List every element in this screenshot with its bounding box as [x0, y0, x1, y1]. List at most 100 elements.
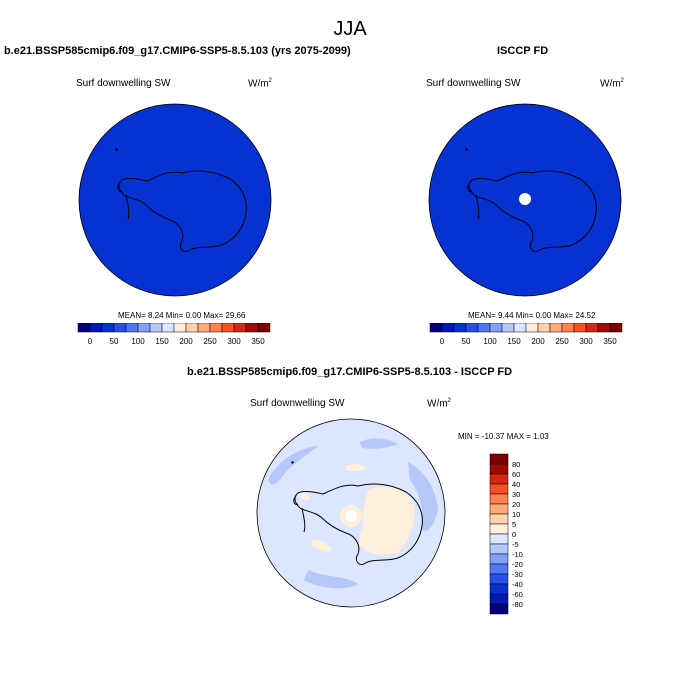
right-colorbar-cell	[453, 323, 467, 333]
left-colorbar-cell	[101, 323, 115, 333]
diff-colorbar-cell	[489, 453, 509, 465]
right-colorbar-cell	[561, 323, 575, 333]
left-colorbar-cell	[221, 323, 235, 333]
left-colorbar-cell	[77, 323, 91, 333]
right-colorbar-cell	[441, 323, 455, 333]
diff-colorbar-label: -30	[512, 570, 523, 579]
left-colorbar-cell	[89, 323, 103, 333]
right-colorbar-cell	[537, 323, 551, 333]
left-colorbar-cell	[233, 323, 247, 333]
diff-colorbar-label: 20	[512, 500, 520, 509]
right-polar-map	[428, 103, 622, 297]
left-colorbar-cell	[173, 323, 187, 333]
diff-colorbar-label: 80	[512, 460, 520, 469]
diff-colorbar-cell	[489, 483, 509, 495]
left-panel-units: W/m2	[248, 78, 272, 90]
right-pole-hole	[519, 193, 531, 205]
diff-colorbar-cell	[489, 553, 509, 565]
diff-colorbar-cell	[489, 473, 509, 485]
diff-colorbar-label: -60	[512, 590, 523, 599]
diff-colorbar-cell	[489, 573, 509, 585]
left-island	[115, 148, 118, 151]
left-colorbar-label: 250	[203, 337, 217, 346]
right-panel-units: W/m2	[600, 78, 624, 90]
left-antarctica-coastline	[118, 170, 247, 252]
right-colorbar-label: 250	[555, 337, 569, 346]
right-colorbar-cell	[585, 323, 599, 333]
right-colorbar-cells	[429, 323, 623, 333]
left-peninsula	[117, 182, 130, 220]
left-colorbar-label: 350	[251, 337, 265, 346]
left-colorbar-cell	[161, 323, 175, 333]
left-colorbar-cell	[197, 323, 211, 333]
diff-colorbar-cell	[489, 563, 509, 575]
diff-pole-hole	[345, 510, 357, 522]
left-colorbar-cell	[257, 323, 271, 333]
left-colorbar-cell	[185, 323, 199, 333]
left-panel-title: b.e21.BSSP585cmip6.f09_g17.CMIP6-SSP5-8.…	[4, 45, 351, 57]
diff-colorbar-cell	[489, 493, 509, 505]
left-polar-map	[78, 103, 272, 297]
left-panel-field: Surf downwelling SW	[76, 78, 171, 89]
right-colorbar-cell	[465, 323, 479, 333]
right-panel-title: ISCCP FD	[497, 45, 549, 57]
diff-colorbar-cell	[489, 533, 509, 545]
right-stats: MEAN= 9.44 Min= 0.00 Max= 24.52	[468, 311, 596, 320]
left-colorbar-label: 50	[110, 337, 119, 346]
right-colorbar-cell	[477, 323, 491, 333]
right-colorbar-label: 50	[462, 337, 471, 346]
left-colorbar-cell	[137, 323, 151, 333]
right-colorbar-cell	[573, 323, 587, 333]
diff-colorbar-label: -80	[512, 600, 523, 609]
diff-panel-field: Surf downwelling SW	[250, 398, 345, 409]
diff-colorbar-label: 10	[512, 510, 520, 519]
left-colorbar-cell	[149, 323, 163, 333]
diff-island	[291, 461, 294, 464]
diff-colorbar-label: -5	[512, 540, 519, 549]
diff-colorbar-cell	[489, 503, 509, 515]
left-colorbar-cell	[245, 323, 259, 333]
diff-minmax: MIN = -10.37 MAX = 1.03	[458, 432, 549, 441]
right-colorbar-cell	[525, 323, 539, 333]
left-colorbar-cell	[113, 323, 127, 333]
left-colorbar-label: 150	[155, 337, 169, 346]
right-colorbar-cell	[489, 323, 503, 333]
diff-colorbar-cell	[489, 543, 509, 555]
left-colorbar-cell	[209, 323, 223, 333]
left-colorbar-label: 300	[227, 337, 241, 346]
right-peninsula	[467, 182, 480, 220]
right-antarctica-coastline	[468, 170, 597, 252]
left-colorbar-cell	[125, 323, 139, 333]
left-map-disk	[78, 103, 272, 297]
diff-colorbar-cell	[489, 523, 509, 535]
right-colorbar-labels: 0 50 100 150 200 250 300 350	[440, 337, 617, 346]
right-colorbar-label: 350	[603, 337, 617, 346]
diff-colorbar-label: 60	[512, 470, 520, 479]
diff-colorbar-cell	[489, 583, 509, 595]
right-colorbar-label: 200	[531, 337, 545, 346]
left-colorbar-labels: 0 50 100 150 200 250 300 350	[88, 337, 265, 346]
right-colorbar-label: 150	[507, 337, 521, 346]
diff-panel-units: W/m2	[427, 398, 451, 410]
left-colorbar-label: 100	[131, 337, 145, 346]
diff-colorbar-label: -10	[512, 550, 523, 559]
diff-colorbar-label: 5	[512, 520, 516, 529]
left-colorbar-cells	[77, 323, 271, 333]
right-colorbar-label: 0	[440, 337, 445, 346]
diff-colorbar-cell	[489, 513, 509, 525]
right-colorbar-label: 100	[483, 337, 497, 346]
right-colorbar-label: 300	[579, 337, 593, 346]
season-title: JJA	[333, 18, 367, 40]
right-colorbar-cell	[549, 323, 563, 333]
diff-colorbar-cell	[489, 463, 509, 475]
diff-colorbar-label: 40	[512, 480, 520, 489]
right-colorbar-cell	[513, 323, 527, 333]
left-stats: MEAN= 8.24 Min= 0.00 Max= 29.66	[118, 311, 246, 320]
left-colorbar-label: 200	[179, 337, 193, 346]
diff-peninsula	[293, 495, 306, 533]
diff-panel-title: b.e21.BSSP585cmip6.f09_g17.CMIP6-SSP5-8.…	[187, 366, 513, 378]
right-colorbar: 0 50 100 150 200 250 300 350	[429, 323, 623, 346]
right-island	[465, 148, 468, 151]
